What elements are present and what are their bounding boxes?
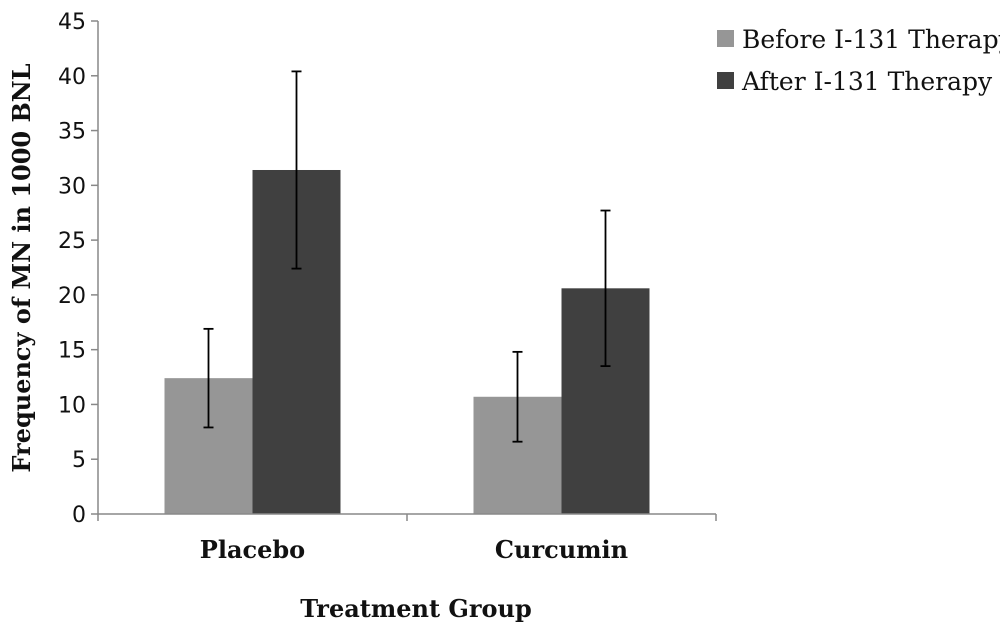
y-tick-label: 15 [58,339,86,364]
legend-label: After I-131 Therapy [741,67,993,96]
legend: Before I-131 Therapy After I-131 Therapy [717,25,1000,96]
y-axis-title: Frequency of MN in 1000 BNL [7,63,36,472]
error-bar [600,209,611,368]
error-bar [203,327,214,429]
x-category-label: Placebo [200,535,305,564]
legend-swatch [717,30,734,47]
x-category-label: Curcumin [495,535,628,564]
error-bar [291,70,302,270]
x-axis-title: Treatment Group [300,594,532,623]
x-axis-ticks [97,514,717,521]
error-bar [512,350,523,443]
legend-label: Before I-131 Therapy [742,25,1000,54]
y-tick-label: 35 [58,120,86,145]
y-tick-label: 45 [58,10,86,35]
y-tick-label: 40 [58,65,86,90]
y-tick-label: 20 [58,284,86,309]
y-tick-label: 0 [72,503,86,528]
y-tick-label: 30 [58,174,86,199]
y-tick-label: 5 [72,448,86,473]
y-tick-label: 10 [58,393,86,418]
y-tick-label: 25 [58,229,86,254]
bars [164,169,650,515]
y-axis-ticks: 0 5 10 15 20 25 30 35 40 45 [58,10,98,528]
legend-swatch [717,72,734,89]
x-axis-categories: Placebo Curcumin [200,535,628,564]
error-bars [203,70,611,443]
